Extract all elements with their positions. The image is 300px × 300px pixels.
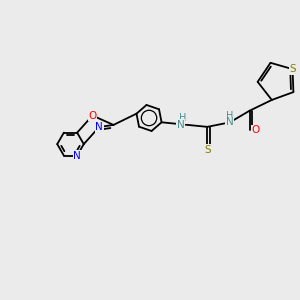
Text: N: N (95, 122, 103, 132)
Text: N: N (73, 151, 81, 160)
Text: N: N (177, 120, 185, 130)
Text: N: N (226, 117, 234, 128)
Text: O: O (251, 125, 260, 135)
Text: H: H (179, 113, 187, 123)
Text: O: O (88, 111, 97, 121)
Text: N: N (73, 151, 81, 160)
Text: O: O (88, 111, 97, 121)
Text: N: N (95, 122, 103, 132)
Text: S: S (204, 145, 211, 155)
Text: H: H (226, 111, 233, 121)
Text: S: S (289, 64, 296, 74)
